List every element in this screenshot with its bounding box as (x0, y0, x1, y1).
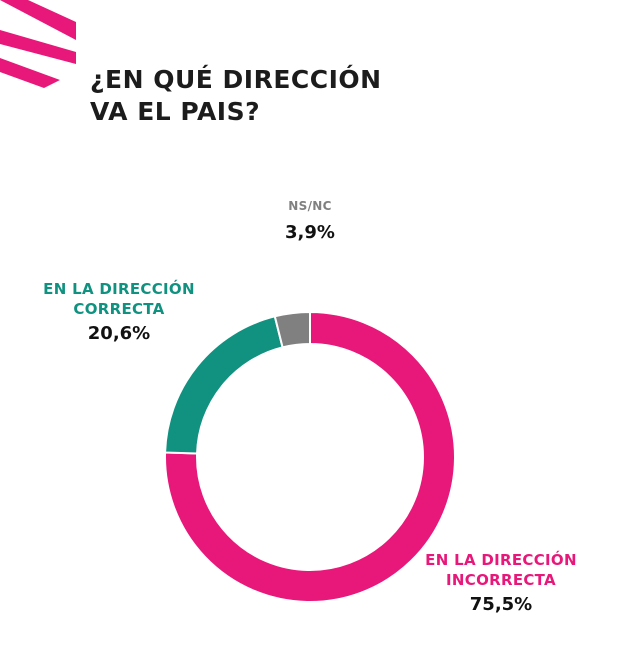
label-correcta-name-line-1: EN LA DIRECCIÓN (43, 280, 195, 298)
brand-stripes-icon (0, 0, 76, 88)
slice-nsnc (273, 310, 311, 349)
label-correcta: EN LA DIRECCIÓN CORRECTA 20,6% (30, 279, 208, 347)
slice-incorrecta (164, 310, 456, 603)
page-title: ¿EN QUÉ DIRECCIÓN VA EL PAIS? (90, 64, 382, 128)
label-nsnc-name: NS/NC (288, 199, 332, 213)
label-incorrecta-name-line-1: EN LA DIRECCIÓN (425, 551, 577, 569)
title-line-2: VA EL PAIS? (90, 97, 261, 126)
label-correcta-name-line-2: CORRECTA (73, 300, 165, 318)
brand-logo (0, 0, 76, 88)
label-incorrecta-name-line-2: INCORRECTA (446, 571, 556, 589)
label-incorrecta-value: 75,5% (469, 594, 533, 615)
label-nsnc: NS/NC 3,9% (255, 196, 365, 246)
label-nsnc-value: 3,9% (285, 222, 335, 243)
label-correcta-value: 20,6% (87, 323, 151, 344)
label-incorrecta: EN LA DIRECCIÓN INCORRECTA 75,5% (408, 550, 594, 618)
title-line-1: ¿EN QUÉ DIRECCIÓN (90, 65, 382, 94)
